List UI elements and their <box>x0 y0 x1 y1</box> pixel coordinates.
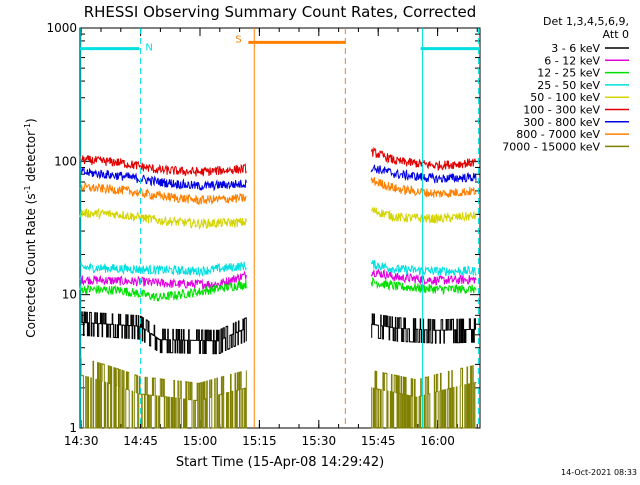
x-tick-label: 15:30 <box>302 434 337 448</box>
legend-entry-label: 800 - 7000 keV <box>516 128 600 141</box>
series-line-800-7000-kev <box>370 177 477 198</box>
series-line-7000-15000-kev <box>80 357 247 429</box>
legend-entry-label: 7000 - 15000 keV <box>502 140 600 153</box>
series-line-3-6-kev <box>371 313 476 344</box>
series-line-100-300-kev <box>79 154 247 177</box>
plot-frame <box>79 27 481 429</box>
series-line-12-25-kev <box>370 276 477 296</box>
legend-entry-label: 25 - 50 keV <box>537 79 600 92</box>
footer-timestamp: 14-Oct-2021 08:33 <box>561 468 637 477</box>
legend-entry-label: 3 - 6 keV <box>551 42 600 55</box>
y-tick-label: 1000 <box>46 21 77 35</box>
legend-entry-label: 6 - 12 keV <box>544 54 600 67</box>
legend-entry-label: 300 - 800 keV <box>523 116 600 129</box>
x-tick-label: 16:00 <box>420 434 455 448</box>
x-tick-label: 14:45 <box>123 434 158 448</box>
y-tick-label: 10 <box>62 288 77 302</box>
legend-header-line2: Att 0 <box>603 28 629 41</box>
series-line-7000-15000-kev <box>371 365 477 429</box>
plot-area: 1 10 100 1000 14:30 14:45 15:00 15:15 15:30 15:45… <box>46 21 481 448</box>
chart-title: RHESSI Observing Summary Count Rates, Co… <box>84 3 477 21</box>
series-line-50-100-kev <box>79 207 247 230</box>
series-line-6-12-kev <box>370 268 477 286</box>
x-axis-label: Start Time (15-Apr-08 14:29:42) <box>176 455 384 470</box>
series-line-300-800-kev <box>370 164 477 184</box>
y-axis-label: Corrected Count Rate (s-1 detector-1) <box>23 118 38 337</box>
series-line-6-12-kev <box>79 270 247 290</box>
series-line-300-800-kev <box>79 167 247 192</box>
x-tick-label: 15:45 <box>361 434 396 448</box>
legend-header-line1: Det 1,3,4,5,6,9, <box>543 15 629 28</box>
series-line-50-100-kev <box>370 206 477 224</box>
series-line-12-25-kev <box>79 279 247 303</box>
flag-bar-label: N <box>145 43 152 54</box>
legend-entry-label: 50 - 100 keV <box>530 91 600 104</box>
series-line-25-50-kev <box>370 259 477 277</box>
legend-entry-label: 12 - 25 keV <box>537 67 600 80</box>
x-tick-label: 15:15 <box>242 434 277 448</box>
y-tick-label: 100 <box>54 154 77 168</box>
x-tick-label: 15:00 <box>183 434 218 448</box>
legend-entry-label: 100 - 300 keV <box>523 104 600 117</box>
series-line-3-6-kev <box>80 311 247 355</box>
y-tick-label: 1 <box>69 421 77 435</box>
series-line-100-300-kev <box>370 146 477 172</box>
x-tick-label: 14:30 <box>64 434 99 448</box>
flag-bar-label: S <box>235 34 241 45</box>
series-line-800-7000-kev <box>79 182 247 206</box>
series-line-25-50-kev <box>79 261 247 278</box>
